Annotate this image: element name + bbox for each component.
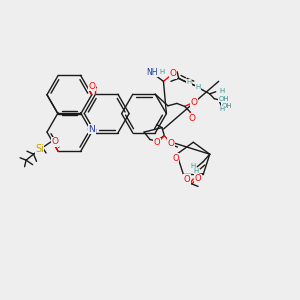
Text: H: H: [186, 79, 191, 85]
Text: O: O: [188, 114, 195, 123]
Text: O: O: [172, 154, 179, 163]
Text: Si: Si: [35, 144, 44, 154]
Text: H: H: [219, 88, 224, 94]
Text: O: O: [52, 137, 59, 146]
Text: H: H: [194, 168, 199, 174]
Text: N: N: [88, 124, 95, 134]
Text: O: O: [167, 139, 174, 148]
Text: O: O: [153, 139, 160, 148]
Text: NH: NH: [147, 68, 158, 77]
Text: O: O: [195, 174, 201, 183]
Text: OH: OH: [221, 103, 232, 109]
Text: O: O: [154, 138, 160, 147]
Text: H: H: [159, 69, 165, 75]
Text: H: H: [195, 84, 200, 90]
Text: H: H: [219, 106, 224, 112]
Text: O: O: [88, 82, 95, 91]
Text: OH: OH: [219, 96, 230, 102]
Text: H: H: [190, 163, 196, 169]
Text: O: O: [191, 98, 198, 107]
Text: O: O: [184, 175, 190, 184]
Text: O: O: [170, 69, 177, 78]
